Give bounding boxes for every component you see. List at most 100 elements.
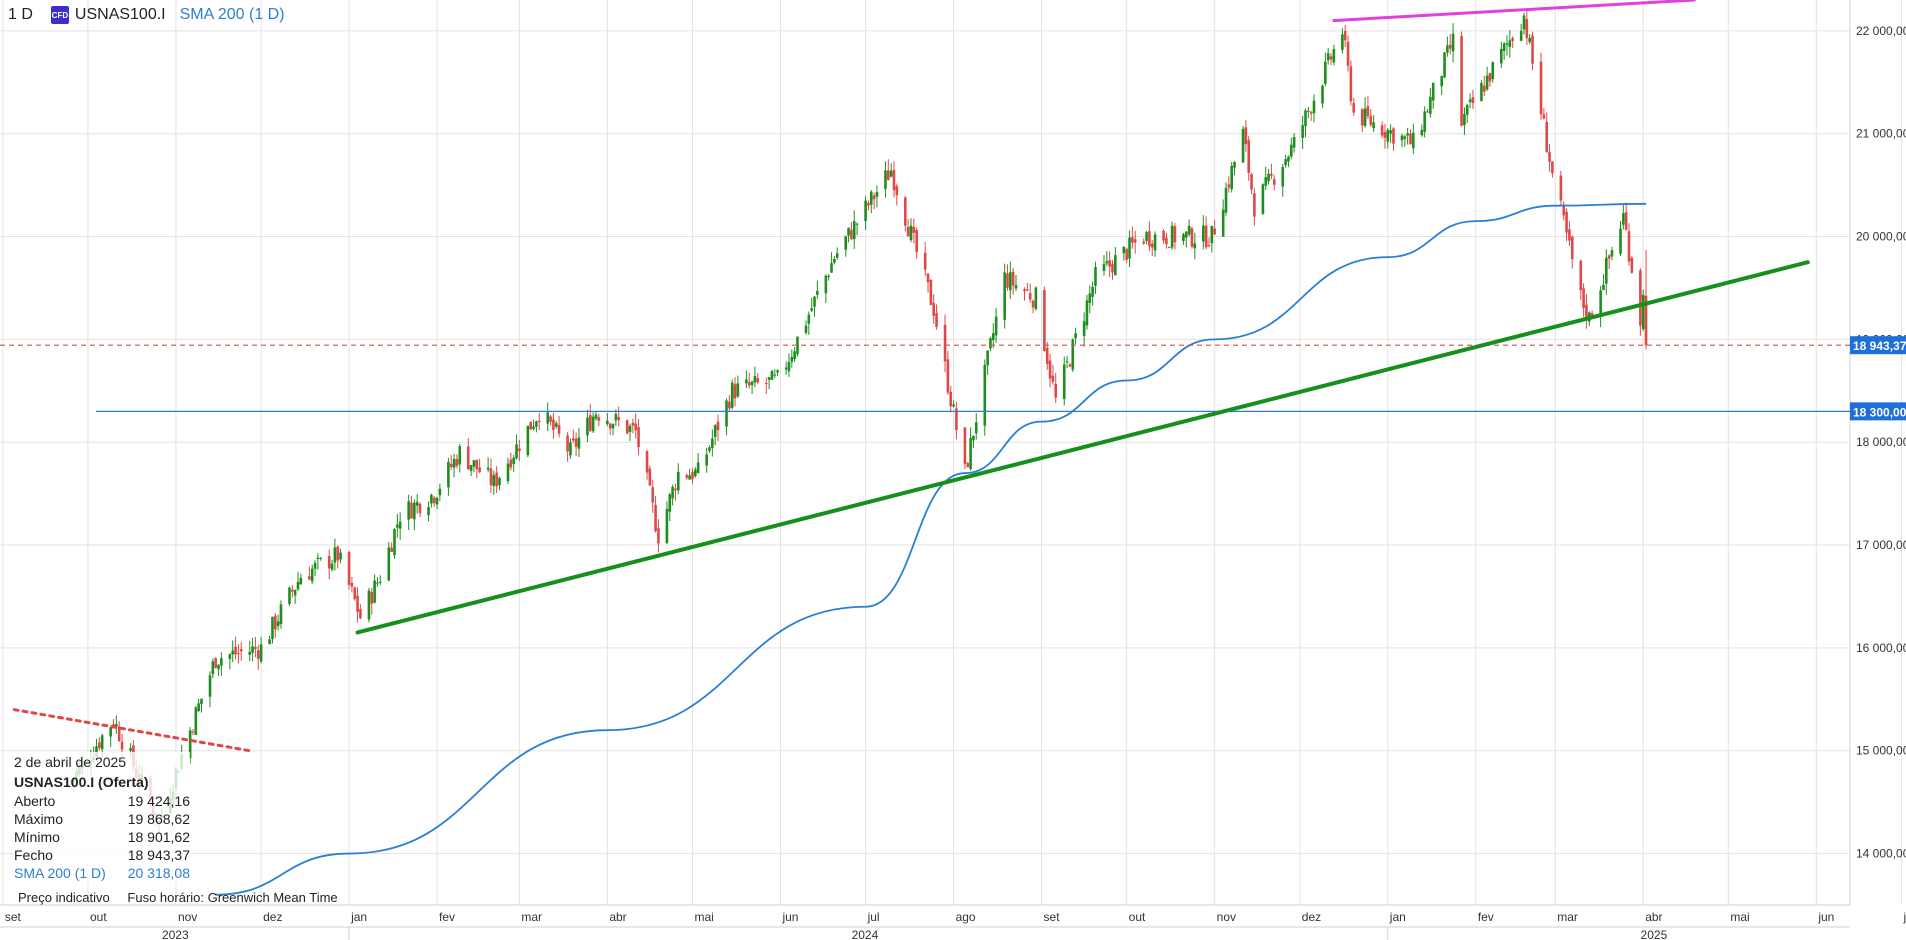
candle-body bbox=[98, 742, 101, 748]
x-tick-label: jun bbox=[781, 910, 798, 924]
candle bbox=[1241, 125, 1245, 163]
candle bbox=[824, 274, 828, 304]
candle-body bbox=[671, 486, 674, 499]
candle bbox=[1525, 9, 1529, 46]
candle bbox=[526, 425, 530, 458]
candle-body bbox=[1463, 113, 1466, 126]
candle-body bbox=[1431, 82, 1435, 101]
x-tick-label: out bbox=[1129, 910, 1146, 924]
candle-body bbox=[1085, 300, 1089, 326]
y-tick-label: 16 000,00 bbox=[1856, 641, 1906, 655]
candle bbox=[1034, 286, 1038, 311]
candle-body bbox=[1528, 37, 1531, 42]
candle-body bbox=[1122, 246, 1126, 254]
x-tick-label: fev bbox=[439, 910, 455, 924]
candle bbox=[685, 473, 689, 480]
timezone-note: Fuso horário: Greenwich Mean Time bbox=[127, 890, 338, 905]
candle bbox=[220, 652, 223, 676]
candle bbox=[1253, 188, 1256, 226]
candle bbox=[852, 210, 856, 250]
symbol-label[interactable]: USNAS100.I bbox=[74, 6, 166, 23]
candle bbox=[597, 414, 601, 427]
candle bbox=[674, 483, 677, 501]
candle-body bbox=[1602, 284, 1605, 291]
candle-body bbox=[1480, 82, 1483, 102]
candle bbox=[387, 541, 391, 582]
candle-body bbox=[1094, 267, 1097, 286]
candle bbox=[1485, 66, 1489, 92]
candle-body bbox=[208, 675, 212, 697]
candle bbox=[611, 423, 615, 436]
candle-body bbox=[952, 404, 955, 407]
candle bbox=[648, 465, 652, 487]
candle-body bbox=[211, 661, 215, 675]
candle bbox=[1627, 223, 1631, 266]
candle-body bbox=[886, 170, 890, 181]
candle-body bbox=[756, 378, 760, 383]
candle-body bbox=[296, 582, 300, 590]
candle bbox=[1326, 47, 1330, 65]
candle-body bbox=[393, 529, 396, 556]
candle bbox=[875, 185, 879, 208]
candle-body bbox=[293, 590, 297, 596]
candle-body bbox=[200, 698, 203, 705]
candle bbox=[239, 641, 243, 661]
candle bbox=[308, 566, 311, 580]
candle bbox=[892, 161, 896, 198]
candle bbox=[569, 438, 572, 459]
candle-body bbox=[651, 487, 655, 503]
candle-body bbox=[435, 497, 439, 505]
candle bbox=[1150, 240, 1154, 257]
candle-body bbox=[733, 384, 737, 399]
candle bbox=[188, 727, 192, 764]
candle-body bbox=[793, 351, 796, 360]
candle bbox=[447, 457, 450, 496]
candle bbox=[637, 418, 640, 456]
candle-body bbox=[1346, 41, 1350, 66]
x-tick-label: abr bbox=[609, 910, 626, 924]
candle-body bbox=[234, 646, 237, 655]
candle bbox=[577, 428, 581, 458]
candle bbox=[271, 616, 274, 644]
candle-body bbox=[589, 415, 592, 431]
candle bbox=[668, 492, 672, 522]
candle bbox=[835, 247, 839, 260]
sma-indicator-label[interactable]: SMA 200 (1 D) bbox=[179, 6, 285, 23]
candle bbox=[949, 385, 953, 413]
candle-body bbox=[1508, 40, 1512, 47]
candle bbox=[435, 496, 439, 510]
candle-body bbox=[1207, 245, 1211, 247]
candle-body bbox=[376, 582, 379, 584]
candle bbox=[932, 294, 936, 324]
x-tick-label: dez bbox=[263, 910, 282, 924]
candle-body bbox=[1551, 161, 1554, 174]
candle-body bbox=[1213, 228, 1216, 235]
candle bbox=[745, 370, 748, 389]
candle bbox=[231, 640, 235, 663]
candle bbox=[1605, 249, 1608, 295]
candle-body bbox=[949, 391, 953, 407]
candle bbox=[557, 415, 561, 438]
candle bbox=[438, 483, 442, 502]
candle bbox=[1372, 115, 1375, 132]
candle-body bbox=[1133, 239, 1137, 243]
candle bbox=[109, 726, 112, 747]
candle bbox=[194, 705, 198, 736]
candle bbox=[691, 467, 694, 484]
candle-body bbox=[498, 477, 501, 486]
candle-body bbox=[1352, 103, 1356, 113]
candle-body bbox=[1372, 122, 1375, 129]
candle bbox=[725, 398, 728, 436]
candle bbox=[1480, 79, 1483, 102]
timeframe-selector[interactable]: 1 D bbox=[8, 6, 33, 23]
candle-body bbox=[1062, 364, 1066, 400]
candle bbox=[1505, 35, 1509, 56]
candle-body bbox=[764, 382, 768, 384]
candle-body bbox=[855, 223, 859, 225]
candle-body bbox=[492, 475, 496, 486]
candle bbox=[378, 575, 382, 585]
candle-body bbox=[1412, 132, 1415, 149]
candle bbox=[1343, 25, 1347, 47]
candle bbox=[492, 470, 496, 495]
